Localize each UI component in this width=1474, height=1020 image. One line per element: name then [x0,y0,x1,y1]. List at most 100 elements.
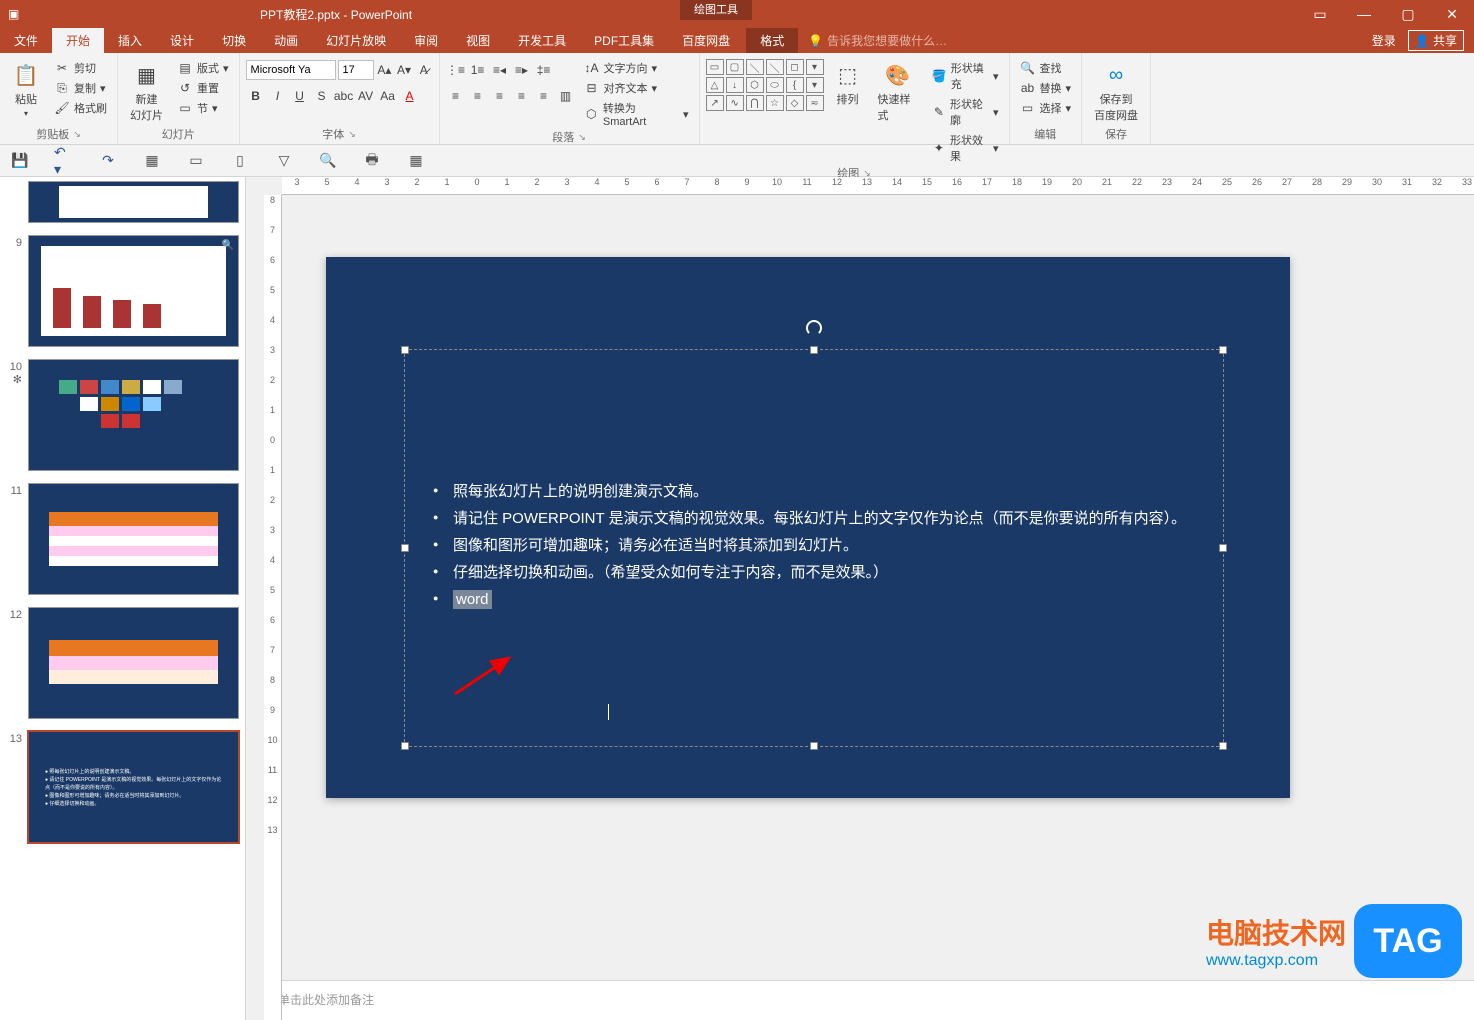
clear-format-button[interactable]: A̷ [415,60,433,80]
qat-btn-5[interactable]: 🔍 [318,151,338,171]
resize-handle-s[interactable] [810,742,818,750]
menu-review[interactable]: 审阅 [400,28,452,53]
smartart-button[interactable]: ⬡转换为 SmartArt ▾ [580,99,693,129]
increase-indent-button[interactable]: ≡▸ [512,60,532,80]
menu-format[interactable]: 格式 [746,28,798,53]
underline-button[interactable]: U [290,86,310,106]
undo-button[interactable]: ↶ ▾ [54,151,74,171]
menu-home[interactable]: 开始 [52,28,104,53]
resize-handle-e[interactable] [1219,544,1227,552]
slide-canvas[interactable]: 照每张幻灯片上的说明创建演示文稿。 请记住 POWERPOINT 是演示文稿的视… [282,195,1474,980]
replace-button[interactable]: ab替换 ▾ [1016,79,1076,97]
font-color-button[interactable]: A [400,86,420,106]
font-name-select[interactable] [246,60,336,80]
qat-btn-6[interactable]: 🖶 [362,151,382,171]
bullet-item[interactable]: 图像和图形可增加趣味；请务必在适当时将其添加到幻灯片。 [433,532,1199,559]
notes-pane[interactable]: 单击此处添加备注 [264,980,1474,1020]
resize-handle-ne[interactable] [1219,346,1227,354]
ribbon-options-button[interactable]: ▭ [1298,0,1342,28]
menu-slideshow[interactable]: 幻灯片放映 [312,28,400,53]
slide-panel[interactable]: 9 🔍 10✻ 11 [0,177,246,1020]
qat-btn-3[interactable]: ▯ [230,151,250,171]
strike-button[interactable]: S [312,86,332,106]
shapes-gallery[interactable]: ▭▢＼＼◻▾ △↓⬡⬭{▾ ↗∿⋂☆◇≂ [706,59,824,111]
menu-file[interactable]: 文件 [0,28,52,53]
menu-insert[interactable]: 插入 [104,28,156,53]
case-button[interactable]: Aa [378,86,398,106]
qat-btn-4[interactable]: ▽ [274,151,294,171]
line-spacing-button[interactable]: ‡≡ [534,60,554,80]
distribute-button[interactable]: ≡ [534,86,554,106]
minimize-button[interactable]: — [1342,0,1386,28]
menu-design[interactable]: 设计 [156,28,208,53]
slide-thumb-row[interactable]: 10✻ [0,357,245,481]
select-button[interactable]: ▭选择 ▾ [1016,99,1076,117]
section-button[interactable]: ▭节 ▾ [173,99,233,117]
rotate-handle[interactable] [806,320,822,336]
qat-btn-2[interactable]: ▭ [186,151,206,171]
typing-text[interactable]: word [453,590,492,609]
italic-button[interactable]: I [268,86,288,106]
font-size-select[interactable] [338,60,374,80]
menu-developer[interactable]: 开发工具 [504,28,580,53]
reset-button[interactable]: ↺重置 [173,79,233,97]
bullet-item[interactable]: 照每张幻灯片上的说明创建演示文稿。 [433,478,1199,505]
text-direction-button[interactable]: ↕A文字方向 ▾ [580,59,693,77]
slide-thumb-row-partial[interactable] [0,181,245,233]
format-painter-button[interactable]: 🖌格式刷 [50,99,111,117]
increase-font-button[interactable]: A▴ [376,60,394,80]
menu-pdf[interactable]: PDF工具集 [580,28,668,53]
spacing-button[interactable]: AV [356,86,376,106]
layout-button[interactable]: ▤版式 ▾ [173,59,233,77]
save-button[interactable]: 💾 [10,151,30,171]
bullet-item[interactable]: word [433,586,1199,613]
copy-button[interactable]: ⎘复制 ▾ [50,79,111,97]
redo-button[interactable]: ↷ [98,151,118,171]
menu-view[interactable]: 视图 [452,28,504,53]
tell-me-input[interactable]: 💡告诉我您想要做什么… [798,28,947,53]
paste-button[interactable]: 📋 粘贴 ▾ [6,59,46,120]
columns-button[interactable]: ▥ [556,86,576,106]
qat-btn-7[interactable]: ▦ [406,151,426,171]
shape-outline-button[interactable]: ✎形状轮廓 ▾ [928,95,1003,129]
resize-handle-w[interactable] [401,544,409,552]
justify-button[interactable]: ≡ [512,86,532,106]
paragraph-launcher[interactable]: ↘ [578,132,586,143]
resize-handle-sw[interactable] [401,742,409,750]
content-textbox[interactable]: 照每张幻灯片上的说明创建演示文稿。 请记住 POWERPOINT 是演示文稿的视… [404,349,1224,747]
find-button[interactable]: 🔍查找 [1016,59,1076,77]
quick-styles-button[interactable]: 🎨快速样式 [872,59,924,125]
align-left-button[interactable]: ≡ [446,86,466,106]
slide-thumb-row[interactable]: 12 [0,605,245,729]
font-launcher[interactable]: ↘ [348,129,356,140]
bold-button[interactable]: B [246,86,266,106]
new-slide-button[interactable]: ▦ 新建 幻灯片 [124,59,169,125]
align-center-button[interactable]: ≡ [468,86,488,106]
menu-animations[interactable]: 动画 [260,28,312,53]
slide-thumb-row[interactable]: 9 🔍 [0,233,245,357]
shadow-button[interactable]: abc [334,86,354,106]
arrange-button[interactable]: ⬚排列 [828,59,868,109]
decrease-indent-button[interactable]: ≡◂ [490,60,510,80]
shape-effects-button[interactable]: ✦形状效果 ▾ [928,131,1003,165]
bullet-item[interactable]: 仔细选择切换和动画。（希望受众如何专注于内容，而不是效果。） [433,559,1199,586]
maximize-button[interactable]: ▢ [1386,0,1430,28]
bullet-item[interactable]: 请记住 POWERPOINT 是演示文稿的视觉效果。每张幻灯片上的文字仅作为论点… [433,505,1199,532]
resize-handle-nw[interactable] [401,346,409,354]
bullet-list[interactable]: 照每张幻灯片上的说明创建演示文稿。 请记住 POWERPOINT 是演示文稿的视… [405,350,1223,613]
clipboard-launcher[interactable]: ↘ [73,129,81,140]
decrease-font-button[interactable]: A▾ [395,60,413,80]
menu-transitions[interactable]: 切换 [208,28,260,53]
login-button[interactable]: 登录 [1372,32,1396,49]
cut-button[interactable]: ✂剪切 [50,59,111,77]
shape-fill-button[interactable]: 🪣形状填充 ▾ [928,59,1003,93]
menu-baidu[interactable]: 百度网盘 [668,28,744,53]
resize-handle-n[interactable] [810,346,818,354]
slide-thumb-row[interactable]: 13 ● 照每张幻灯片上的说明创建演示文稿。 ● 请记住 POWERPOINT … [0,729,245,853]
qat-btn-1[interactable]: ▦ [142,151,162,171]
numbering-button[interactable]: 1≡ [468,60,488,80]
slide-thumb-row[interactable]: 11 [0,481,245,605]
align-text-button[interactable]: ⊟对齐文本 ▾ [580,79,693,97]
resize-handle-se[interactable] [1219,742,1227,750]
share-button[interactable]: 👤 共享 [1408,30,1464,51]
